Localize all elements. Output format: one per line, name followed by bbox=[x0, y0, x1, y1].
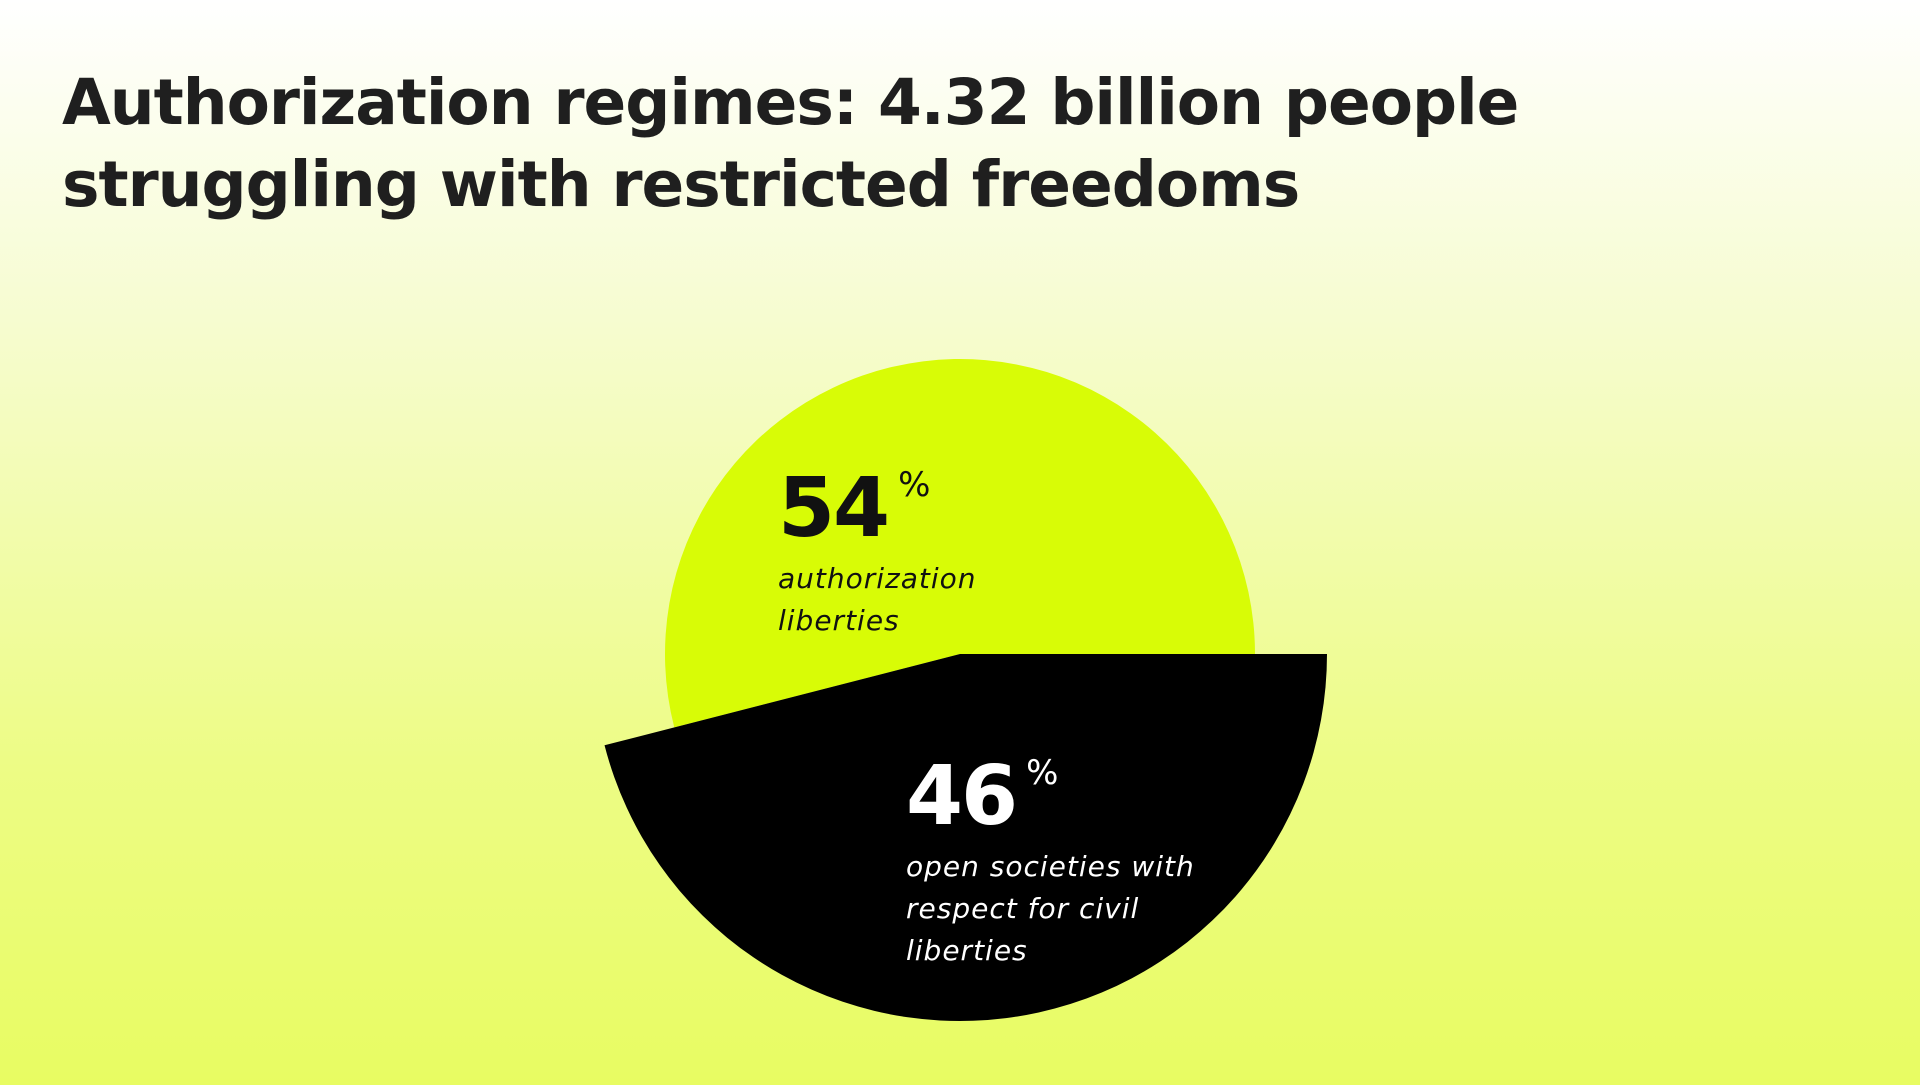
chart-title: Authorization regimes: 4.32 billion peop… bbox=[62, 66, 1519, 221]
category-label: authorization liberties bbox=[778, 562, 977, 637]
pie-slice bbox=[604, 654, 1327, 1021]
pie-slice bbox=[664, 359, 1255, 728]
unit-label: % bbox=[1026, 753, 1059, 793]
unit-label: % bbox=[898, 465, 931, 505]
slice-label: 46% open societies with respect for civi… bbox=[906, 756, 1226, 972]
value-label: 54 bbox=[778, 461, 890, 556]
category-label: open societies with respect for civil li… bbox=[906, 850, 1195, 967]
value-label: 46 bbox=[906, 749, 1018, 844]
slice-label: 54% authorization liberties bbox=[778, 468, 1018, 642]
